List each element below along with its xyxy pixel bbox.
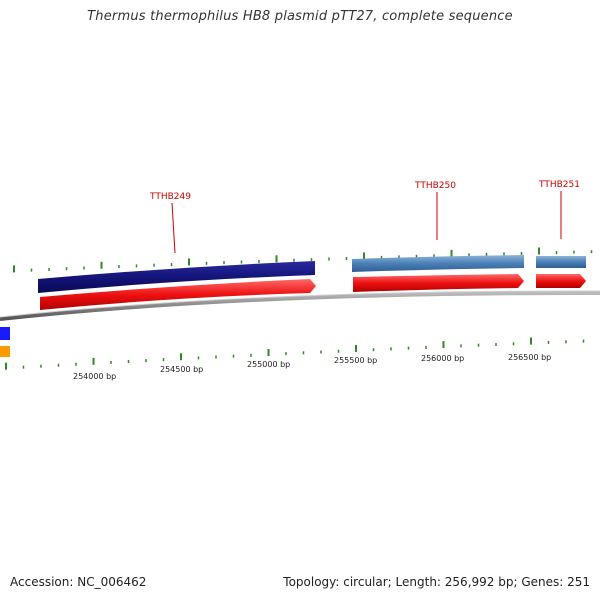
gene-arrow-tthb249 xyxy=(40,279,316,310)
summary-label: Topology: circular; Length: 256,992 bp; … xyxy=(283,575,590,589)
strand-block-dark xyxy=(38,261,315,293)
gene-label-tthb251: TTHB251 xyxy=(538,180,580,190)
strand-block-light-2 xyxy=(536,256,586,268)
accession-label: Accession: NC_006462 xyxy=(10,575,147,589)
gene-label-tthb249: TTHB249 xyxy=(149,192,191,202)
gene-label-tthb250: TTHB250 xyxy=(414,181,456,191)
gene-callout-tthb251: TTHB251 xyxy=(538,180,580,239)
strand-block-light-1 xyxy=(352,255,524,272)
position-label-256500: 256500 bp xyxy=(508,353,551,362)
position-label-255000: 255000 bp xyxy=(247,360,290,369)
map-title: Thermus thermophilus HB8 plasmid pTT27, … xyxy=(87,9,513,24)
position-label-256000: 256000 bp xyxy=(421,354,464,363)
feature-block-blue xyxy=(0,327,10,340)
feature-block-orange xyxy=(0,346,10,357)
position-label-255500: 255500 bp xyxy=(334,356,377,365)
gene-callout-tthb250: TTHB250 xyxy=(414,181,456,240)
gene-callout-tthb249: TTHB249 xyxy=(149,192,191,254)
plasmid-backbone xyxy=(0,290,600,321)
position-label-254000: 254000 bp xyxy=(73,372,116,381)
inner-tick-row xyxy=(5,337,585,370)
gene-arrow-tthb250 xyxy=(353,274,524,292)
position-label-254500: 254500 bp xyxy=(160,365,203,374)
gene-arrow-tthb251 xyxy=(536,274,586,288)
